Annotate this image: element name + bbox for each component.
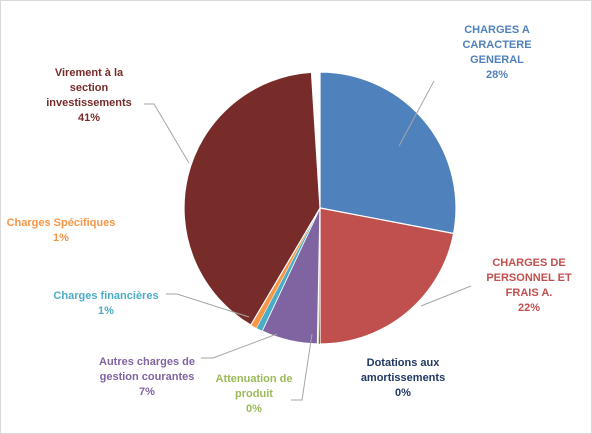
data-label-name-line: amortissements bbox=[360, 372, 446, 384]
data-label-3: Dotations aux amortissements 0% bbox=[348, 356, 458, 401]
data-label-name-line: CARACTERE bbox=[462, 39, 532, 51]
data-label-name-line: PERSONNEL ET bbox=[486, 272, 572, 284]
leader-line-5 bbox=[201, 333, 278, 359]
data-label-name-line: Virement à la bbox=[54, 67, 124, 79]
data-label-percent: 0% bbox=[395, 387, 411, 399]
data-label-name-line: Autres charges de bbox=[99, 356, 195, 368]
data-label-name-line: Attenuation de bbox=[215, 373, 293, 385]
leader-line-1 bbox=[398, 80, 435, 147]
leader-line-2 bbox=[420, 285, 472, 307]
pie-slice-8 bbox=[183, 71, 321, 326]
data-label-name-line: GENERAL bbox=[470, 54, 524, 66]
data-label-name-line: section bbox=[69, 82, 109, 94]
leader-line-6 bbox=[166, 293, 250, 318]
data-label-percent: 28% bbox=[485, 69, 509, 81]
data-label-8: Virement à la section investissements 41% bbox=[29, 66, 149, 126]
data-label-name-line: gestion courantes bbox=[99, 371, 195, 383]
data-label-6: Charges financières 1% bbox=[36, 289, 176, 319]
pie-slice-1 bbox=[319, 71, 457, 235]
data-label-name-line: FRAIS A. bbox=[505, 287, 553, 299]
data-label-percent: 1% bbox=[98, 305, 114, 317]
data-label-name-line: produit bbox=[235, 388, 273, 400]
data-label-2: CHARGES DE PERSONNEL ET FRAIS A. 22% bbox=[474, 256, 584, 316]
data-label-4: Attenuation de produit 0% bbox=[199, 372, 309, 417]
data-label-name-line: investissements bbox=[46, 97, 132, 109]
data-label-percent: 7% bbox=[139, 386, 155, 398]
data-label-name-line: Dotations aux bbox=[366, 357, 440, 369]
data-label-7: Charges Spécifiques 1% bbox=[0, 216, 126, 246]
data-label-percent: 1% bbox=[53, 232, 69, 244]
pie-slice-2 bbox=[319, 207, 455, 345]
data-label-1: CHARGES A CARACTERE GENERAL 28% bbox=[442, 23, 552, 83]
data-label-percent: 0% bbox=[246, 403, 262, 415]
data-label-percent: 22% bbox=[517, 302, 541, 314]
leader-line-8 bbox=[144, 103, 190, 164]
data-label-name-line: Charges Spécifiques bbox=[6, 217, 116, 229]
data-label-5: Autres charges de gestion courantes 7% bbox=[82, 355, 212, 400]
leader-line-4 bbox=[291, 333, 313, 401]
data-label-name-line: Charges financières bbox=[53, 290, 159, 302]
data-label-name-line: CHARGES A bbox=[464, 24, 530, 36]
data-label-percent: 41% bbox=[77, 112, 101, 124]
data-label-name-line: CHARGES DE bbox=[492, 257, 566, 269]
